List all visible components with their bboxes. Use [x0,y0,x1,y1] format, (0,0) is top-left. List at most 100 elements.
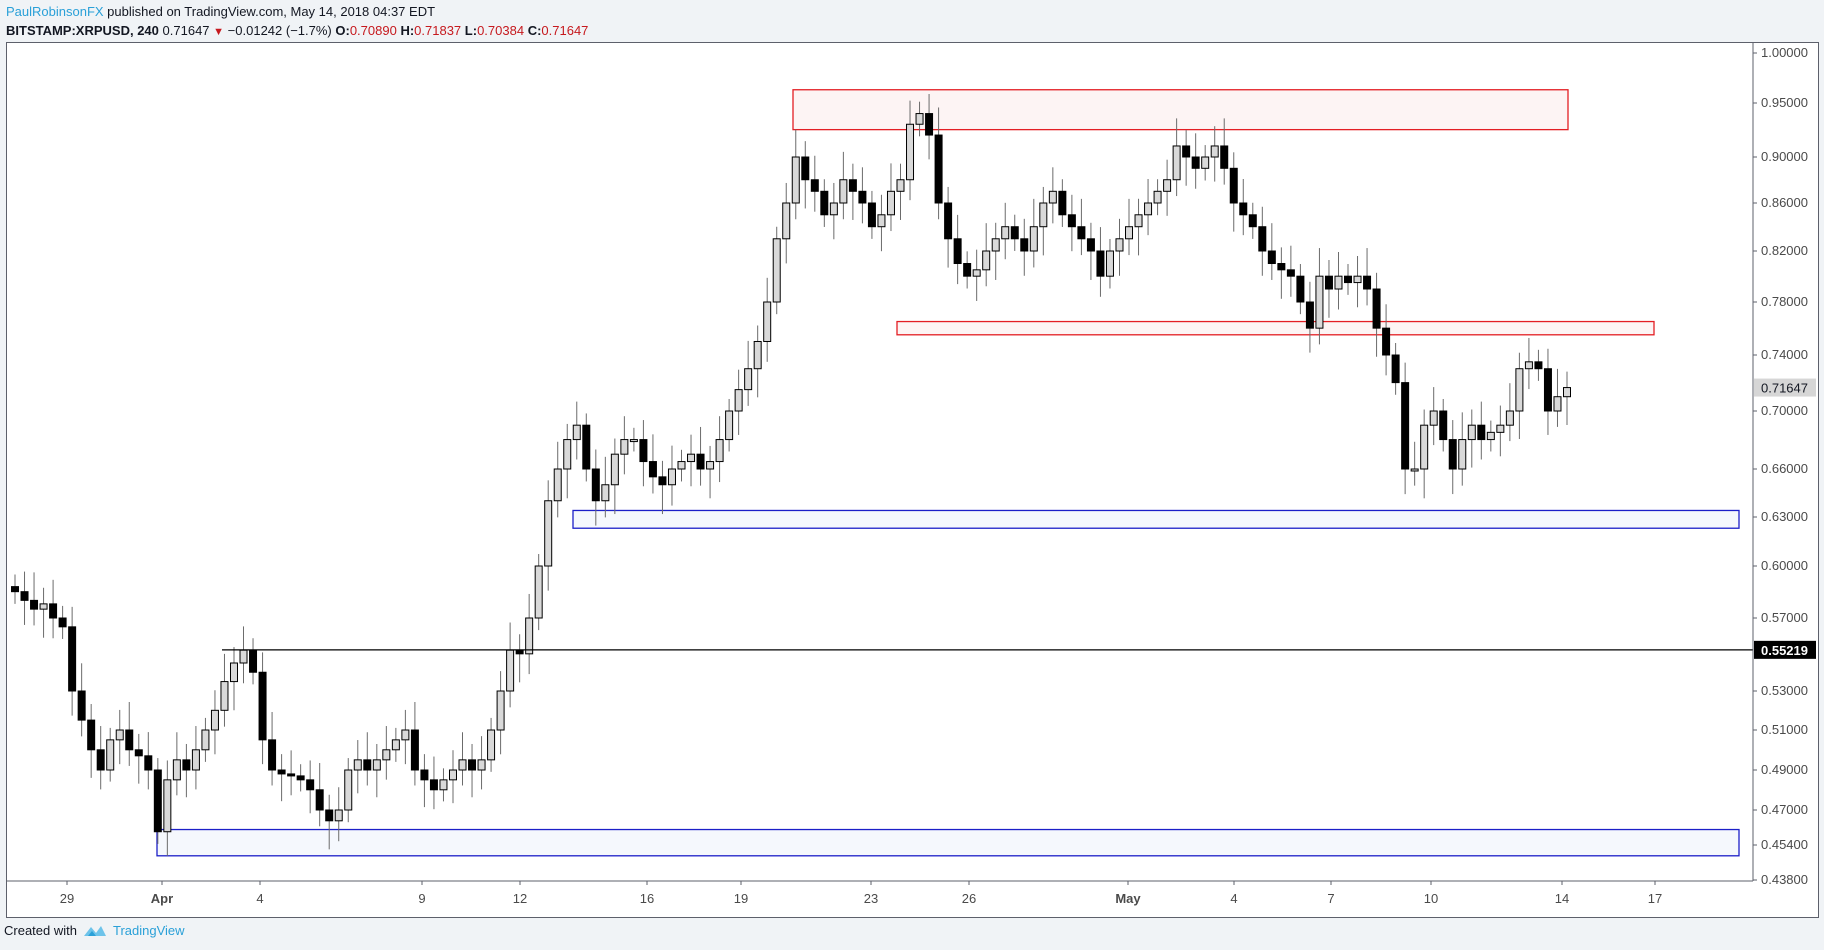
candle-body [772,238,781,303]
candle-body [1153,190,1162,204]
time-tick-label: 9 [418,891,425,906]
candle-body [886,190,895,216]
candle-body [1410,468,1419,472]
candle-body [220,681,229,711]
chart-frame[interactable]: 1.00000 0.95000 0.90000 0.86000 0.82000 0.780… [6,42,1819,918]
time-tick-label: 17 [1648,891,1662,906]
support-zone-mid[interactable] [572,509,1740,529]
candle-body [58,617,67,628]
candle-body [1172,145,1181,181]
candle-body [1486,431,1495,441]
candle-body [991,238,1000,252]
candle-body [1286,269,1295,277]
candle-body [1039,202,1048,228]
price-tick-label: 0.45400 [1761,837,1808,852]
candle-body [163,779,172,833]
candle-body [410,729,419,771]
price-tick-label: 0.51000 [1761,722,1808,737]
candle-body [963,263,972,277]
candle-body [1248,214,1257,228]
candle-body [1553,396,1562,412]
candle-body [134,749,143,757]
price-tick-label: 0.53000 [1761,683,1808,698]
candle-body [1344,275,1353,284]
candle-body [515,649,524,655]
candle-body [734,389,743,412]
price-tick-label: 0.66000 [1761,461,1808,476]
time-tick-label: 12 [513,891,527,906]
candle-body [1353,275,1362,284]
candle-body [715,439,724,463]
candle-body [1077,226,1086,240]
candle-body [249,649,258,673]
candle-body [1505,410,1514,426]
candle-body [620,439,629,455]
candle-body [1220,145,1229,169]
zones-layer [156,89,1740,857]
candle-body [239,649,248,664]
candle-body [667,468,676,486]
author-link[interactable]: PaulRobinsonFX [6,4,104,19]
candle-body [953,238,962,265]
candle-body [363,759,372,771]
last-price-label [1754,378,1816,397]
candle-body [1239,202,1248,216]
time-axis[interactable]: 29 Apr 4 9 12 16 19 23 26 May 4 7 10 14 17 [7,880,1753,906]
candle-body [1477,424,1486,441]
candle-body [867,202,876,228]
resistance-zone-mid[interactable] [896,320,1655,336]
price-tick-label: 0.95000 [1761,95,1808,110]
candle-body [477,759,486,771]
candle-body [1144,202,1153,216]
support-zone-low[interactable] [156,828,1740,857]
resistance-zone-top[interactable] [792,89,1569,131]
hline-price-label [1754,640,1816,659]
candle-body [896,179,905,192]
low-value: 0.70384 [477,23,525,38]
candle-body [258,671,267,741]
candlestick-chart[interactable]: 1.00000 0.95000 0.90000 0.86000 0.82000 0.780… [7,43,1818,917]
time-tick-label: 23 [864,891,878,906]
candle-body [353,759,362,771]
candle-body [810,179,819,192]
chart-header: PaulRobinsonFX published on TradingView.… [6,2,588,42]
candle-body [1210,145,1219,158]
candle-body [972,269,981,277]
candle-body [601,484,610,502]
candle-body [458,759,467,771]
down-triangle-icon: ▼ [213,26,225,38]
publish-line: PaulRobinsonFX published on TradingView.… [6,2,588,21]
candle-body [696,453,705,470]
price-tick-label: 0.63000 [1761,509,1808,524]
candle-body [1125,226,1134,240]
candle-body [1115,238,1124,252]
hline-price-text: 0.55219 [1761,643,1808,658]
candle-body [944,202,953,240]
open-label: O: [335,23,350,38]
candle-body [534,565,543,619]
candle-body [382,749,391,761]
candle-body [677,461,686,470]
price-tick-label: 0.82000 [1761,243,1808,258]
candle-body [687,453,696,463]
candle-body [1467,424,1476,441]
tradingview-link[interactable]: TradingView [112,923,185,938]
candle-body [487,729,496,761]
candle-body [1363,275,1372,290]
candle-body [1524,361,1533,370]
candle-body [87,719,96,751]
candle-body [144,755,153,771]
candle-body [782,202,791,240]
candle-body [1496,424,1505,433]
candle-body [1448,439,1457,470]
price-change: −0.01242 (−1.7%) [227,23,332,38]
candle-body [744,368,753,391]
candle-body [115,729,124,741]
candle-body [1048,190,1057,204]
candle-body [182,759,191,771]
time-tick-label: 10 [1424,891,1438,906]
candle-body [1382,327,1391,356]
price-axis[interactable]: 1.00000 0.95000 0.90000 0.86000 0.82000 0.780… [1752,43,1816,887]
tradingview-logo-icon [83,925,106,936]
candle-body [925,113,934,136]
